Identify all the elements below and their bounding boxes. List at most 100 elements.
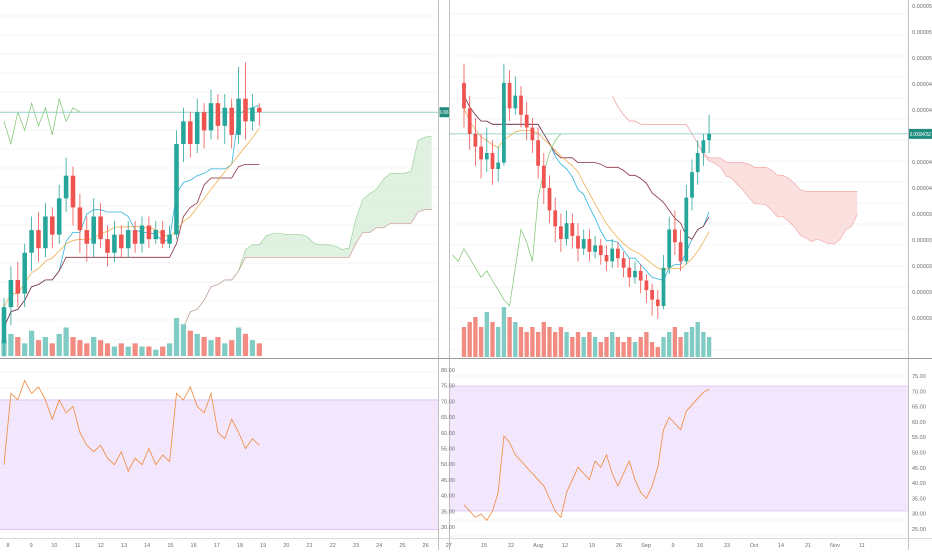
rsi-tick-label-right: 55.00 <box>912 435 926 441</box>
candle-body <box>9 280 14 307</box>
volume-bar <box>43 337 48 356</box>
candle-body <box>85 230 90 244</box>
candle-body <box>696 153 700 172</box>
candle-body <box>610 249 614 262</box>
volume-bar <box>621 342 625 357</box>
y-tick-label-right: 0.00004800 <box>912 82 932 88</box>
volume-bar <box>462 327 466 357</box>
volume-bar <box>564 332 568 357</box>
candle-body <box>496 163 500 169</box>
candle-body <box>565 223 569 239</box>
candle-body <box>133 230 138 244</box>
candle-body <box>36 230 41 248</box>
volume-bar <box>243 334 248 356</box>
volume-bar <box>519 327 523 357</box>
volume-bar <box>229 340 234 356</box>
volume-bar <box>57 334 62 356</box>
volume-bar <box>77 340 82 356</box>
volume-bar <box>36 340 41 356</box>
x-tick-label-left: 9 <box>30 543 33 549</box>
rsi-tick-label-left: 45.00 <box>441 478 455 484</box>
x-tick-label-left: 25 <box>399 543 405 549</box>
volume-bar <box>473 317 477 357</box>
volume-bar <box>119 343 124 356</box>
candle-body <box>570 223 574 236</box>
rsi-tick-label-left: 70.00 <box>441 399 455 405</box>
volume-bar <box>530 327 534 357</box>
volume-bar <box>98 340 103 356</box>
candle-body <box>513 96 517 109</box>
candle-body <box>229 108 234 135</box>
volume-bar <box>201 337 206 356</box>
candle-body <box>662 268 666 306</box>
candle-body <box>525 115 529 128</box>
x-tick-label-right: 11 <box>859 543 865 549</box>
rsi-tick-label-right: 30.00 <box>912 512 926 518</box>
volume-bar <box>132 343 137 356</box>
candle-body <box>684 198 688 262</box>
volume-bar <box>661 337 665 357</box>
candle-body <box>91 216 96 243</box>
candle-body <box>223 108 228 126</box>
volume-bar <box>627 337 631 357</box>
volume-bar <box>599 342 603 357</box>
x-tick-label-right: Oct <box>750 543 759 549</box>
volume-bar <box>673 327 677 357</box>
candle-body <box>57 198 62 234</box>
candle-body <box>650 290 654 300</box>
volume-bar <box>84 343 89 356</box>
volume-bar <box>8 334 13 356</box>
volume-bar <box>22 343 27 356</box>
candle-body <box>462 83 466 109</box>
volume-bar <box>139 347 144 357</box>
volume-bar <box>222 343 227 356</box>
volume-bar <box>250 340 255 356</box>
volume-bar <box>70 337 75 356</box>
candle-body <box>250 108 255 122</box>
rsi-tick-label-right: 70.00 <box>912 389 926 395</box>
volume-bar <box>181 324 186 356</box>
volume-bar <box>91 337 96 356</box>
volume-bar <box>667 332 671 357</box>
volume-bar <box>15 337 20 356</box>
rsi-tick-label-left: 80.00 <box>441 368 455 374</box>
volume-bar <box>525 332 529 357</box>
candle-body <box>147 226 152 240</box>
candle-body <box>216 103 221 126</box>
candle-body <box>71 176 76 208</box>
candle-body <box>707 134 711 140</box>
x-tick-label-right: 12 <box>562 543 568 549</box>
volume-bar <box>536 332 540 357</box>
y-tick-label-right: 0.00004000 <box>912 186 932 192</box>
volume-bar <box>678 337 682 357</box>
volume-bar <box>215 337 220 356</box>
rsi-tick-label-right: 50.00 <box>912 451 926 457</box>
rsi-tick-label-right: 65.00 <box>912 405 926 411</box>
candle-body <box>22 253 27 294</box>
x-tick-label-left: 8 <box>6 543 9 549</box>
candle-body <box>576 236 580 249</box>
x-tick-label-left: 17 <box>214 543 220 549</box>
volume-bar <box>507 317 511 357</box>
volume-bar <box>105 343 110 356</box>
x-tick-label-right: 14 <box>778 543 784 549</box>
candle-body <box>50 216 55 234</box>
volume-bar <box>684 332 688 357</box>
y-tick-label-right: 0.00003200 <box>912 290 932 296</box>
rsi-tick-label-left: 65.00 <box>441 415 455 421</box>
candle-body <box>105 239 110 253</box>
y-tick-label-right: 0.00005000 <box>912 56 932 62</box>
x-tick-label-right: 9 <box>671 543 674 549</box>
volume-bar <box>542 322 546 357</box>
volume-bar <box>112 347 117 357</box>
rsi-tick-label-right: 25.00 <box>912 527 926 533</box>
candle-body <box>690 172 694 198</box>
y-tick-label-right: 0.00003600 <box>912 238 932 244</box>
candle-body <box>64 176 69 199</box>
candle-body <box>160 230 165 244</box>
y-tick-label-right: 0.00005200 <box>912 30 932 36</box>
volume-bar <box>146 347 151 357</box>
candle-body <box>508 83 512 109</box>
candle-body <box>588 239 592 252</box>
